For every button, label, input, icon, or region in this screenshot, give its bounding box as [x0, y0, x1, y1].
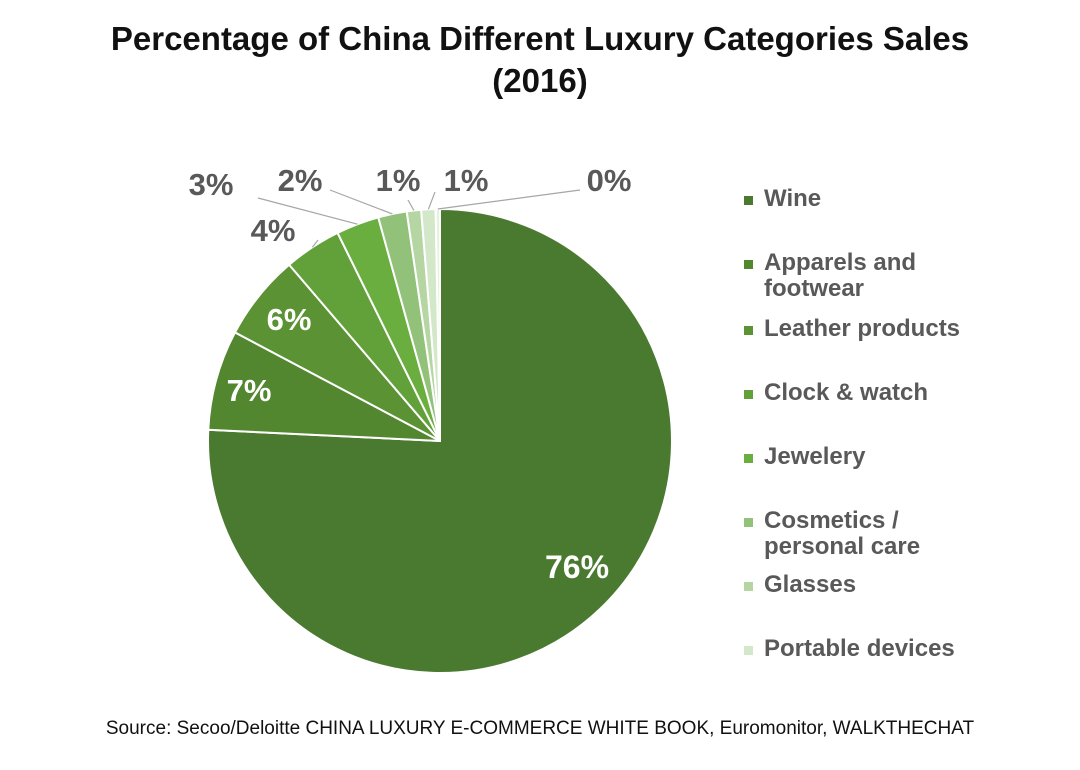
legend-swatch — [744, 454, 753, 463]
leader-line-6 — [329, 189, 393, 215]
legend-swatch — [744, 196, 753, 205]
legend-label: Glasses — [764, 571, 857, 598]
legend-label: Clock & watch — [764, 379, 929, 406]
legend-item-5: Jewelery — [744, 444, 1004, 470]
legend-swatch — [744, 518, 753, 527]
legend-label: Cosmetics / personal care — [764, 507, 921, 560]
legend-item-2: Apparels and footwear — [744, 250, 1004, 302]
chart-title: Percentage of China Different Luxury Cat… — [0, 18, 1080, 102]
slice-label-6: 2% — [278, 163, 323, 198]
leader-line-4 — [311, 239, 319, 248]
source-note: Source: Secoo/Deloitte CHINA LUXURY E-CO… — [105, 718, 975, 739]
legend-label: Wine — [764, 185, 822, 212]
slice-label-4: 4% — [251, 213, 296, 248]
legend-label: Portable devices — [764, 635, 955, 662]
legend-swatch — [744, 390, 753, 399]
legend-item-8: Portable devices — [744, 636, 1004, 662]
leader-line-7 — [407, 199, 415, 211]
slice-label-5: 3% — [189, 167, 234, 202]
leader-line-5 — [257, 197, 358, 225]
legend-label: Jewelery — [764, 443, 866, 470]
slice-label-8: 1% — [444, 163, 489, 198]
legend-item-1: Wine — [744, 186, 1004, 212]
chart-title-line-1: Percentage of China Different Luxury Cat… — [110, 20, 970, 57]
legend-item-3: Leather products — [744, 316, 1004, 342]
legend-item-7: Glasses — [744, 572, 1004, 598]
legend-swatch — [744, 582, 753, 591]
legend-swatch — [744, 326, 753, 335]
slice-label-7: 1% — [376, 163, 421, 198]
slice-label-1: 76% — [545, 549, 609, 585]
pie-slice-2 — [207, 331, 441, 442]
legend-label: Leather products — [764, 315, 961, 342]
legend-item-6: Cosmetics / personal care — [744, 508, 1004, 560]
legend-swatch — [744, 646, 753, 655]
slice-label-9: 0% — [587, 163, 632, 198]
slice-label-3: 6% — [267, 302, 312, 337]
legend-swatch — [744, 260, 753, 269]
leader-line-9 — [437, 189, 581, 210]
slice-label-2: 7% — [227, 373, 272, 408]
leader-line-8 — [427, 191, 436, 210]
legend-label: Apparels and footwear — [764, 249, 917, 302]
legend-item-4: Clock & watch — [744, 380, 1004, 406]
chart-title-line-2: (2016) — [492, 62, 588, 99]
